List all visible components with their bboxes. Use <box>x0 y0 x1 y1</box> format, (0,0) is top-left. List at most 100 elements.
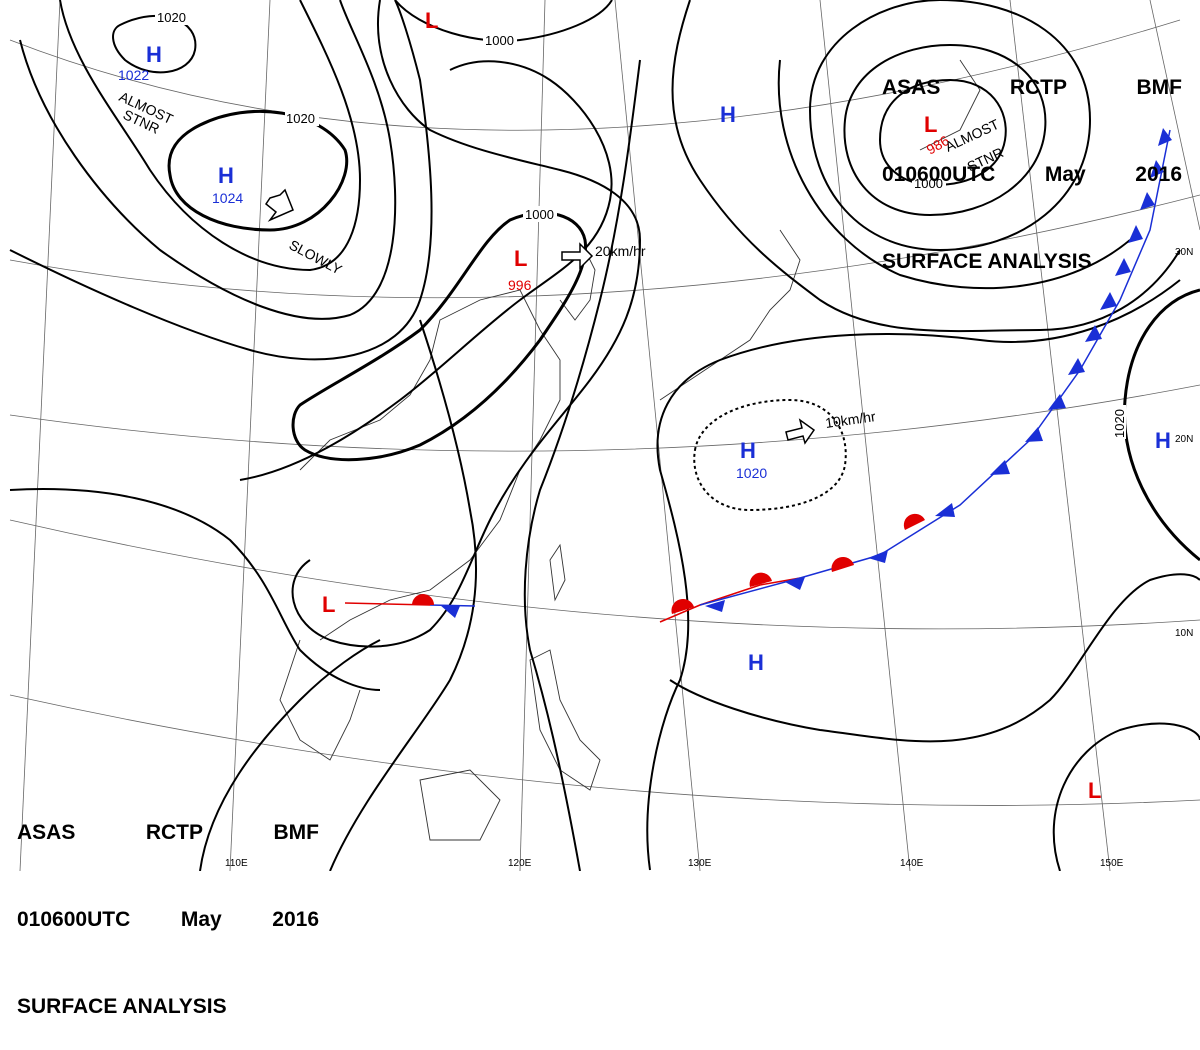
meridian-120e <box>519 0 546 871</box>
cold-front-triangle <box>785 577 805 590</box>
lon-label: 130E <box>688 858 712 869</box>
isobar-label: 1000 <box>914 176 943 191</box>
header-time: 010600UTC <box>882 163 996 186</box>
korea-coast <box>559 249 596 321</box>
low-symbol: L <box>425 8 438 33</box>
lon-label: 150E <box>1100 858 1124 869</box>
coastlines <box>279 59 981 841</box>
warm-front-bump <box>671 598 694 614</box>
isobar-1000-low-center <box>291 211 588 462</box>
lon-label: 110E <box>225 858 248 869</box>
isobar-1020-central-high <box>167 109 349 232</box>
header-year: 2016 <box>1135 163 1182 186</box>
low-pressure-value: 996 <box>508 277 532 293</box>
stationary-front-west-blue <box>429 604 476 607</box>
parallel-40n <box>9 19 1181 131</box>
arrow-996-20kmhr <box>561 242 594 270</box>
cold-front-triangle <box>1150 160 1164 178</box>
lon-label: 120E <box>508 858 532 869</box>
motion-label: 10km/hr <box>824 408 877 431</box>
isobar-nw-outer-2 <box>19 0 397 320</box>
isobar-se-low <box>1052 722 1200 871</box>
borneo <box>419 769 501 841</box>
parallel-10n <box>9 519 1200 630</box>
cold-front-triangle <box>1158 128 1172 146</box>
low-symbol: L <box>514 246 527 271</box>
header-product-row: ASAS RCTP BMF <box>17 818 319 847</box>
header-month: May <box>1044 163 1086 186</box>
isobar-south-west <box>199 639 381 871</box>
header-product-station: RCTP <box>145 821 204 844</box>
lat-label: 20N <box>1175 434 1193 445</box>
meridian-110e <box>229 0 271 871</box>
cold-front-triangle <box>1085 325 1102 342</box>
meridian-140e <box>819 0 911 871</box>
cold-front-triangle <box>1115 258 1131 276</box>
header-datetime-row: 010600UTC May 2016 <box>17 905 319 934</box>
cold-front-triangle <box>1025 427 1043 442</box>
parallel-30n <box>9 194 1200 299</box>
cold-front-triangle <box>705 600 725 612</box>
motion-label: 20km/hr <box>595 243 646 259</box>
isobar-east-low-ring-4 <box>777 59 1131 290</box>
cold-front-triangle <box>935 503 955 517</box>
fronts <box>344 128 1172 623</box>
warm-front-bump <box>749 572 772 587</box>
high-symbol: H <box>740 438 756 463</box>
high-symbol: H <box>748 650 764 675</box>
low-symbol: L <box>924 112 937 137</box>
isobar-dashed-1020 <box>693 398 847 512</box>
low-symbol: L <box>322 592 335 617</box>
lon-label: 140E <box>900 858 924 869</box>
japan-coast <box>659 229 801 401</box>
meridian-160e <box>1149 0 1200 231</box>
high-pressure-value: 1020 <box>736 465 767 481</box>
high-symbol: H <box>218 163 234 188</box>
isobar-label: 1020 <box>1112 409 1127 438</box>
cold-front-triangle <box>868 550 888 563</box>
isobars <box>9 0 1200 871</box>
cold-front-triangle <box>1128 225 1143 243</box>
low-symbol: L <box>1088 778 1101 803</box>
isobar-east-low-ring-2 <box>843 43 1047 217</box>
header-time: 010600UTC <box>17 908 131 931</box>
header-top: ASAS RCTP BMF 010600UTC May 2016 SURFACE… <box>882 15 1182 305</box>
isobar-east-low-ring-3 <box>808 0 1092 252</box>
header-title: SURFACE ANALYSIS <box>882 250 1092 273</box>
cold-front-triangle <box>990 460 1010 475</box>
isobar-pacific-big <box>646 279 1181 871</box>
meridian-100e <box>19 0 61 871</box>
high-symbol: H <box>720 102 736 127</box>
isobar-label: 1020 <box>157 10 186 25</box>
isobar-1000-north <box>394 0 613 42</box>
warm-front-seg <box>659 577 801 623</box>
high-pressure-value: 1022 <box>118 67 149 83</box>
header-year: 2016 <box>272 908 319 931</box>
isobar-1000-east-low <box>878 78 1007 187</box>
header-bottom: ASAS RCTP BMF 010600UTC May 2016 SURFACE… <box>17 760 319 1050</box>
isobar-label: 1000 <box>485 33 514 48</box>
isobar-low-ring-2 <box>239 60 613 481</box>
high-pressure-value: 1024 <box>212 190 243 206</box>
header-product-code: ASAS <box>17 821 76 844</box>
isobar-pacific-lower <box>669 573 1200 743</box>
isobar-labels: 1020 1020 1000 1000 1000 1020 <box>155 9 1127 439</box>
isobar-label: 1000 <box>525 207 554 222</box>
kamchatka <box>919 59 981 151</box>
cold-front-triangle <box>1068 358 1085 375</box>
motion-arrows <box>264 188 816 445</box>
header-product-station: RCTP <box>1009 76 1068 99</box>
high-symbol: H <box>1155 428 1171 453</box>
arrow-1020-10kmhr <box>785 418 816 445</box>
isobar-east-china <box>523 59 641 871</box>
isobar-1020-right <box>1122 288 1200 562</box>
cold-front-triangle <box>1100 292 1117 310</box>
warm-front-bump <box>831 556 854 572</box>
cold-front-triangle <box>440 605 460 618</box>
isobar-nw-outer-3 <box>9 0 433 361</box>
header-datetime-row: 010600UTC May 2016 <box>882 160 1182 189</box>
isobar-sea-high <box>671 0 1181 333</box>
parallel-20n <box>9 384 1200 452</box>
china-coast <box>299 289 561 641</box>
parallel-0 <box>9 694 1200 806</box>
